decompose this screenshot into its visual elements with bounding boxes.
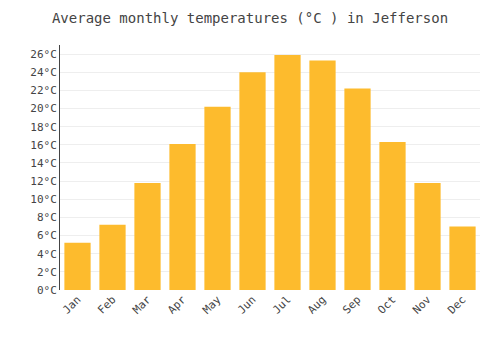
svg-text:16°C: 16°C xyxy=(30,139,57,152)
svg-text:Dec: Dec xyxy=(445,293,468,316)
svg-text:4°C: 4°C xyxy=(37,248,57,261)
svg-text:18°C: 18°C xyxy=(30,121,57,134)
svg-text:May: May xyxy=(200,293,224,317)
svg-text:Apr: Apr xyxy=(165,293,189,317)
svg-text:Oct: Oct xyxy=(375,293,398,316)
svg-text:6°C: 6°C xyxy=(37,229,57,242)
svg-text:20°C: 20°C xyxy=(30,102,57,115)
svg-text:Nov: Nov xyxy=(410,293,434,317)
svg-text:10°C: 10°C xyxy=(30,193,57,206)
svg-text:8°C: 8°C xyxy=(37,211,57,224)
svg-text:26°C: 26°C xyxy=(30,48,57,61)
svg-text:2°C: 2°C xyxy=(37,266,57,279)
svg-text:Jul: Jul xyxy=(270,293,293,316)
svg-text:Feb: Feb xyxy=(95,293,118,316)
svg-text:0°C: 0°C xyxy=(37,284,57,297)
svg-text:14°C: 14°C xyxy=(30,157,57,170)
svg-text:24°C: 24°C xyxy=(30,66,57,79)
svg-text:Jan: Jan xyxy=(60,293,83,316)
svg-text:Aug: Aug xyxy=(305,293,328,316)
svg-text:22°C: 22°C xyxy=(30,84,57,97)
svg-text:Sep: Sep xyxy=(340,293,363,316)
svg-text:Average monthly temperatures (: Average monthly temperatures (°C ) in Je… xyxy=(52,10,448,26)
svg-text:12°C: 12°C xyxy=(30,175,57,188)
svg-text:Jun: Jun xyxy=(235,293,258,316)
svg-text:Mar: Mar xyxy=(130,293,154,317)
